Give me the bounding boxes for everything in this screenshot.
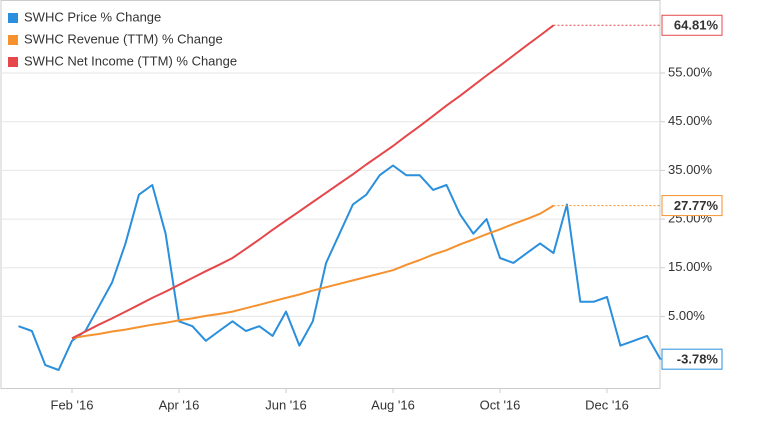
end-label: -3.78% [677,352,719,367]
plot-frame [0,0,661,389]
x-tick-label: Oct '16 [480,397,521,412]
end-label-box [661,348,723,370]
legend-label: SWHC Price % Change [24,9,161,24]
y-tick-label: 55.00% [668,64,713,79]
end-label: 64.81% [674,18,719,33]
series-line [71,204,555,340]
x-tick-label: Jun '16 [265,397,307,412]
legend-label: SWHC Net Income (TTM) % Change [24,53,237,68]
legend-label: SWHC Revenue (TTM) % Change [24,31,223,46]
series-line [18,164,662,371]
x-tick-label: Apr '16 [159,397,200,412]
series-line [71,24,555,340]
end-label-box [661,195,723,217]
y-tick-label: 15.00% [668,259,713,274]
y-tick-label: 35.00% [668,162,713,177]
end-label: 27.77% [674,198,719,213]
end-label-box [661,14,723,36]
legend-swatch [8,57,18,67]
x-tick-label: Feb '16 [51,397,94,412]
legend-swatch [8,35,18,45]
y-tick-label: 5.00% [668,308,705,323]
legend-swatch [8,13,18,23]
x-tick-label: Aug '16 [371,397,415,412]
x-tick-label: Dec '16 [585,397,629,412]
y-tick-label: 45.00% [668,113,713,128]
